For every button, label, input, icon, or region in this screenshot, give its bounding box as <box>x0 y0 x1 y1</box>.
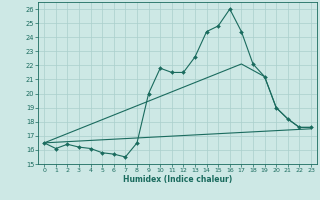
X-axis label: Humidex (Indice chaleur): Humidex (Indice chaleur) <box>123 175 232 184</box>
